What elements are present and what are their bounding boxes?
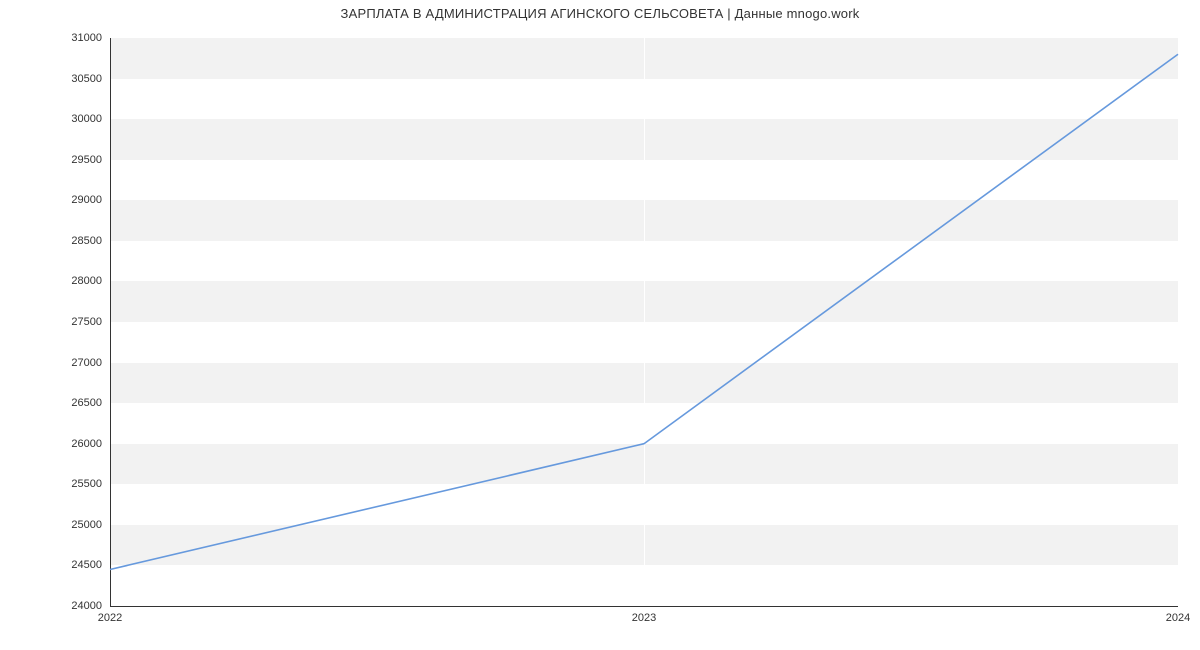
y-tick-label: 25000 [71,519,102,531]
y-tick-label: 30500 [71,73,102,85]
x-axis-line [110,606,1178,607]
y-tick-label: 28500 [71,235,102,247]
x-tick-label: 2024 [1166,612,1190,624]
y-tick-label: 24500 [71,559,102,571]
y-tick-label: 26000 [71,438,102,450]
line-layer [110,38,1178,606]
y-tick-label: 27000 [71,357,102,369]
x-tick-label: 2023 [632,612,656,624]
y-tick-label: 29000 [71,194,102,206]
chart-title: ЗАРПЛАТА В АДМИНИСТРАЦИЯ АГИНСКОГО СЕЛЬС… [0,6,1200,21]
x-grid-line [1178,38,1179,606]
y-tick-label: 30000 [71,113,102,125]
y-tick-label: 27500 [71,316,102,328]
chart-container: ЗАРПЛАТА В АДМИНИСТРАЦИЯ АГИНСКОГО СЕЛЬС… [0,0,1200,650]
y-tick-label: 26500 [71,397,102,409]
series-line [110,54,1178,569]
x-tick-label: 2022 [98,612,122,624]
y-tick-label: 25500 [71,478,102,490]
y-tick-label: 31000 [71,32,102,44]
y-tick-label: 28000 [71,275,102,287]
y-tick-label: 29500 [71,154,102,166]
plot-area: 2400024500250002550026000265002700027500… [110,38,1178,606]
y-tick-label: 24000 [71,600,102,612]
